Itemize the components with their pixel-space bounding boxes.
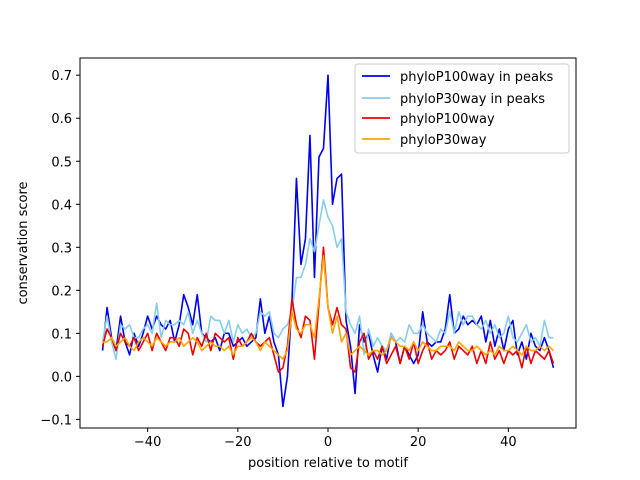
legend-label-phylop100way-peaks: phyloP100way in peaks (400, 70, 554, 85)
legend: phyloP100way in peaks phyloP30way in pea… (354, 63, 570, 154)
y-tick-label: 0.6 (51, 112, 72, 127)
legend-label-phylop30way-peaks: phyloP30way in peaks (400, 92, 545, 107)
y-tick-label: 0.3 (51, 241, 72, 256)
x-axis: −40 −20 0 20 40 (134, 428, 517, 450)
y-tick-label: 0.5 (51, 155, 72, 170)
x-tick-label: −20 (224, 435, 251, 450)
series-line-3 (102, 255, 555, 360)
legend-box (354, 63, 570, 154)
y-axis: −0.1 0.0 0.1 0.2 0.3 0.4 0.5 0.6 0.7 (40, 69, 80, 428)
x-tick-label: −40 (134, 435, 161, 450)
legend-label-phylop100way: phyloP100way (400, 112, 495, 127)
series-line-1 (101, 199, 554, 360)
y-tick-label: 0.1 (51, 327, 72, 342)
y-tick-label: 0.4 (51, 198, 72, 213)
legend-label-phylop30way: phyloP30way (400, 133, 487, 148)
x-axis-title: position relative to motif (248, 456, 408, 471)
series-line-0 (101, 74, 555, 408)
x-tick-label: 40 (500, 435, 517, 450)
y-tick-label: 0.0 (51, 370, 72, 385)
y-tick-label: −0.1 (40, 413, 72, 428)
y-tick-label: 0.2 (51, 284, 72, 299)
series-layer (101, 74, 555, 408)
y-tick-label: 0.7 (51, 69, 72, 84)
y-axis-title: conservation score (16, 181, 31, 304)
x-tick-label: 20 (410, 435, 427, 450)
x-tick-label: 0 (324, 435, 332, 450)
